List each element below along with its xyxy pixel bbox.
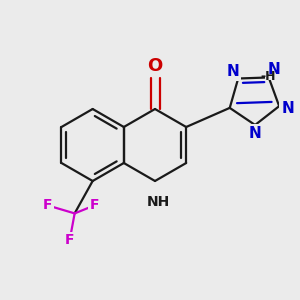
Text: F: F xyxy=(65,233,74,248)
Text: N: N xyxy=(281,101,294,116)
Text: F: F xyxy=(90,198,99,212)
Text: NH: NH xyxy=(146,195,170,209)
Text: N: N xyxy=(226,64,239,79)
Text: -H: -H xyxy=(260,70,276,83)
Text: N: N xyxy=(249,127,262,142)
Text: F: F xyxy=(43,198,52,212)
Text: O: O xyxy=(147,57,163,75)
Text: N: N xyxy=(267,62,280,77)
